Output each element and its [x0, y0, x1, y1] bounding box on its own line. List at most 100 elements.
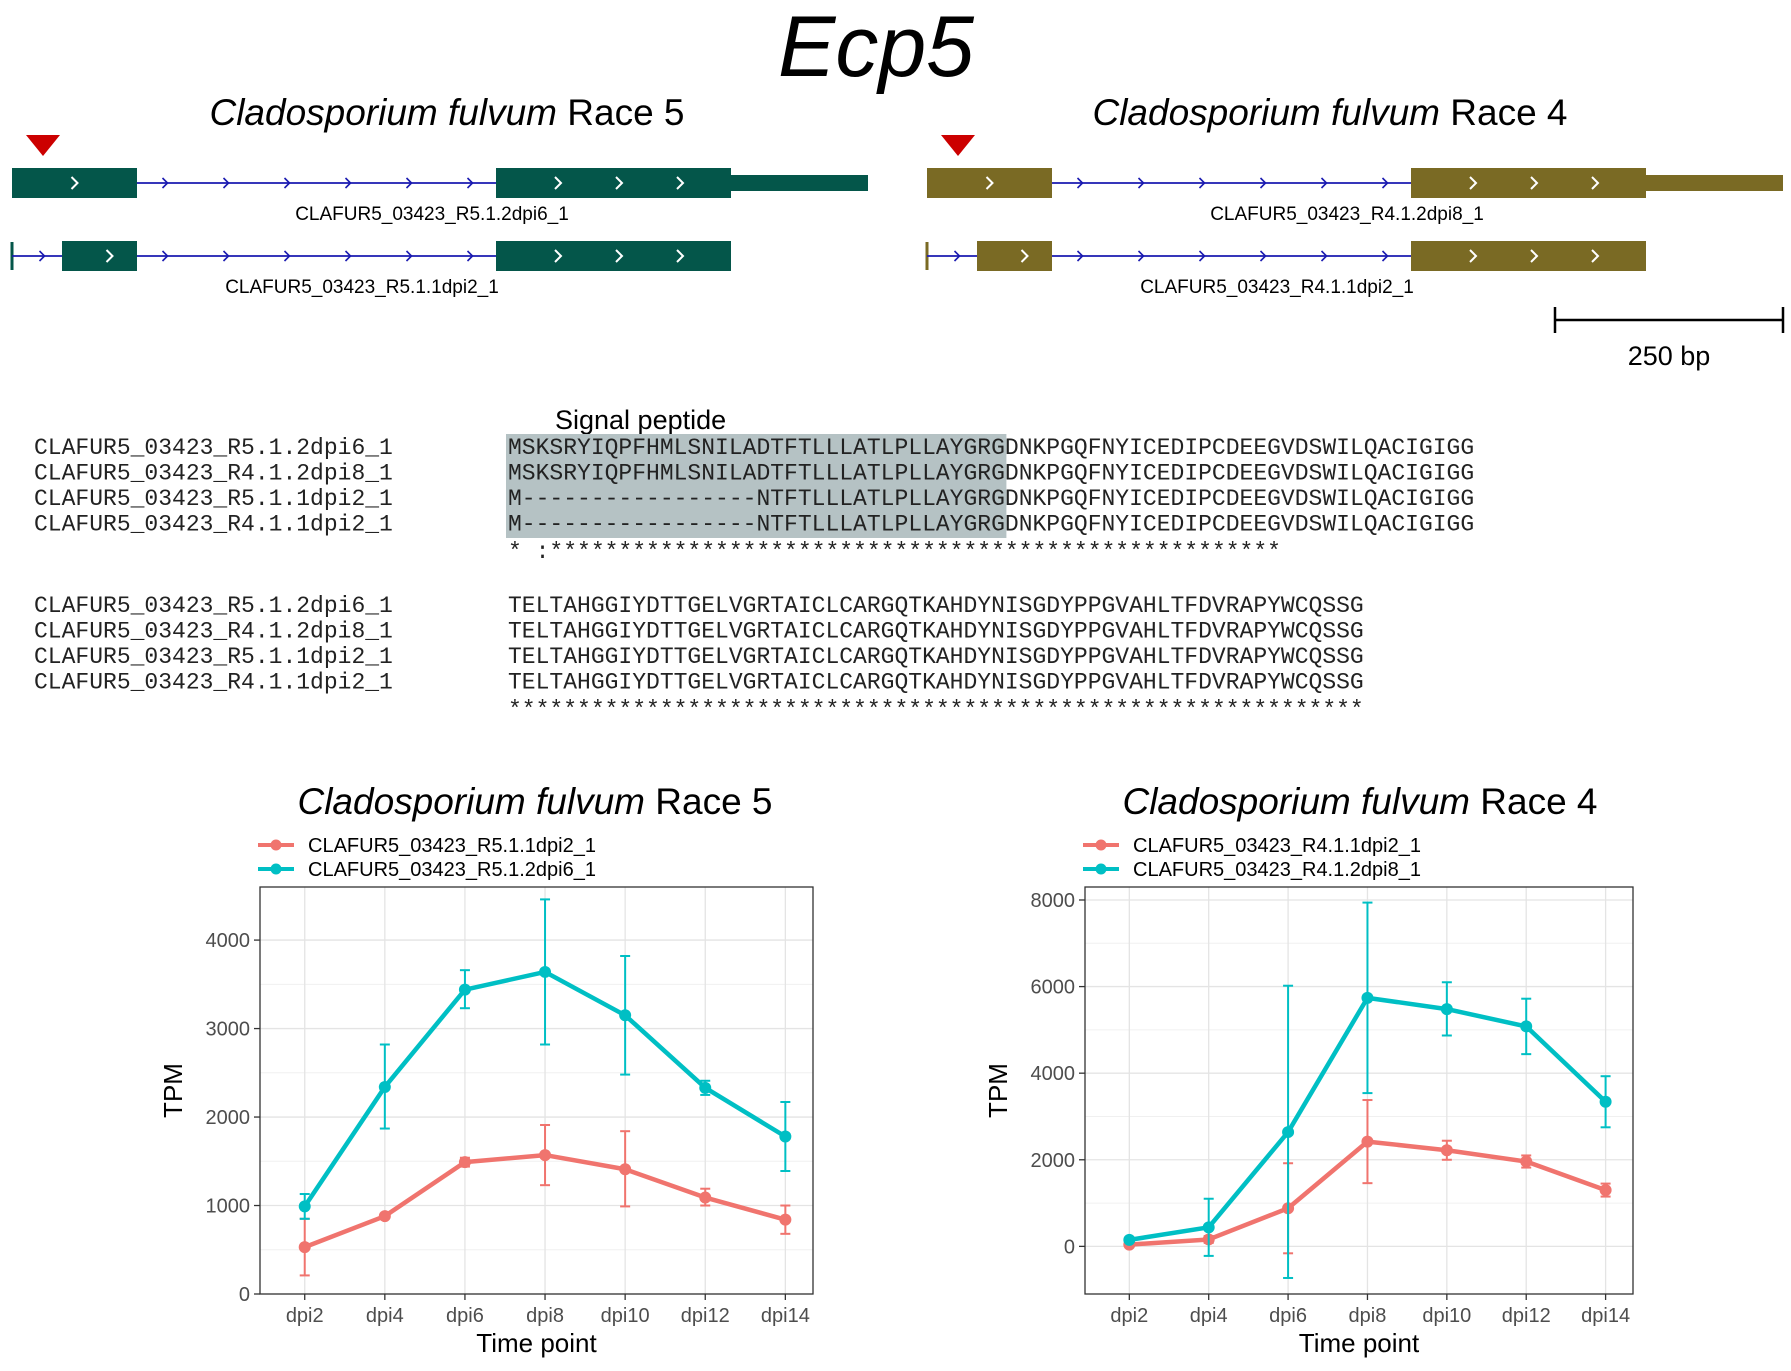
- data-point: [539, 965, 552, 978]
- direction-chevron-icon: [1076, 250, 1084, 262]
- signal-peptide-label: Signal peptide: [555, 405, 726, 435]
- y-tick-label: 8000: [1031, 890, 1076, 912]
- y-tick-label: 2000: [1031, 1150, 1076, 1172]
- scale-bar: 250 bp: [1553, 307, 1785, 371]
- chart-title-race: Race 4: [1470, 781, 1598, 822]
- x-tick-label: dpi4: [1190, 1305, 1228, 1327]
- alignment-seq-name: CLAFUR5_03423_R4.1.2dpi8_1: [34, 461, 393, 487]
- direction-chevron-icon: [1591, 249, 1600, 263]
- alignment-seq-name: CLAFUR5_03423_R5.1.1dpi2_1: [34, 486, 393, 512]
- y-tick-label: 2000: [206, 1107, 251, 1129]
- alignment-sequence: M-----------------NTFTLLLATLPLLAYGRGDNKP…: [508, 486, 1474, 512]
- direction-chevron-icon: [676, 176, 685, 190]
- alignment-sequence: MSKSRYIQPFHMLSNILADTFTLLLATLPLLAYGRGDNKP…: [508, 461, 1474, 487]
- direction-chevron-icon: [222, 250, 230, 262]
- alignment-sequence: MSKSRYIQPFHMLSNILADTFTLLLATLPLLAYGRGDNKP…: [508, 435, 1474, 461]
- alignment-sequence: TELTAHGGIYDTTGELVGRTAICLCARGQTKAHDYNISGD…: [508, 619, 1364, 645]
- plot-panel: [260, 887, 813, 1294]
- signal-peptide-highlight: [506, 434, 1007, 538]
- data-point: [1599, 1095, 1612, 1108]
- alignment-sequence: TELTAHGGIYDTTGELVGRTAICLCARGQTKAHDYNISGD…: [508, 644, 1364, 670]
- direction-chevron-icon: [676, 249, 685, 263]
- x-axis-label: Time point: [476, 1328, 597, 1358]
- alignment-seq-name: CLAFUR5_03423_R5.1.1dpi2_1: [34, 644, 393, 670]
- legend-label: CLAFUR5_03423_R4.1.2dpi8_1: [1133, 859, 1421, 881]
- legend-entry: CLAFUR5_03423_R5.1.2dpi6_1: [258, 859, 596, 881]
- chart-title-species: Cladosporium fulvum: [297, 781, 645, 822]
- exon-block: [1411, 168, 1646, 198]
- direction-chevron-icon: [405, 177, 413, 189]
- direction-chevron-icon: [1320, 177, 1328, 189]
- data-point: [699, 1191, 712, 1204]
- y-tick-label: 1000: [206, 1196, 251, 1218]
- direction-chevron-icon: [985, 176, 994, 190]
- y-tick-label: 0: [239, 1284, 250, 1306]
- x-tick-label: dpi6: [446, 1305, 484, 1327]
- mature-residues: TELTAHGGIYDTTGELVGRTAICLCARGQTKAHDYNISGD…: [508, 670, 1364, 696]
- y-axis-label: TPM: [158, 1063, 188, 1118]
- data-point: [298, 1241, 311, 1254]
- x-tick-label: dpi8: [526, 1305, 564, 1327]
- data-point: [1440, 1144, 1453, 1157]
- data-point: [1123, 1233, 1136, 1246]
- y-axis-label: TPM: [983, 1063, 1013, 1118]
- y-tick-label: 4000: [206, 930, 251, 952]
- legend-swatch-point: [1095, 839, 1107, 851]
- legend-swatch-point: [270, 839, 282, 851]
- direction-chevron-icon: [554, 249, 563, 263]
- alignment-consensus: ****************************************…: [508, 697, 1364, 723]
- gene-panel-title: Cladosporium fulvum Race 4: [1092, 92, 1567, 133]
- x-tick-label: dpi12: [1502, 1305, 1551, 1327]
- direction-chevron-icon: [1198, 177, 1206, 189]
- start-marker-icon: [941, 135, 975, 156]
- x-tick-label: dpi10: [601, 1305, 650, 1327]
- utr-block: [731, 175, 868, 191]
- x-tick-label: dpi2: [286, 1305, 324, 1327]
- signal-peptide-residues: MSKSRYIQPFHMLSNILADTFTLLLATLPLLAYG: [508, 435, 977, 461]
- direction-chevron-icon: [1469, 249, 1478, 263]
- direction-chevron-icon: [344, 177, 352, 189]
- direction-chevron-icon: [1320, 250, 1328, 262]
- direction-chevron-icon: [161, 250, 169, 262]
- transcript-label: CLAFUR5_03423_R4.1.2dpi8_1: [1210, 204, 1484, 225]
- direction-chevron-icon: [1381, 177, 1389, 189]
- exon-block: [927, 168, 1052, 198]
- series-1: [298, 1124, 792, 1277]
- alignment-sequence: M-----------------NTFTLLLATLPLLAYGRGDNKP…: [508, 512, 1474, 538]
- direction-chevron-icon: [1381, 250, 1389, 262]
- data-point: [1520, 1020, 1533, 1033]
- alignment-consensus: * :*************************************…: [508, 539, 1281, 565]
- utr-block: [1646, 175, 1783, 191]
- legend-label: CLAFUR5_03423_R4.1.1dpi2_1: [1133, 835, 1421, 857]
- alignment-seq-name: CLAFUR5_03423_R5.1.2dpi6_1: [34, 435, 393, 461]
- direction-chevron-icon: [283, 177, 291, 189]
- direction-chevron-icon: [222, 177, 230, 189]
- exon-block: [62, 241, 137, 271]
- signal-peptide-residues: M-----------------NTFTLLLATLPLLAYG: [508, 486, 977, 512]
- exon-block: [12, 168, 137, 198]
- exon-block: [496, 168, 731, 198]
- direction-chevron-icon: [554, 176, 563, 190]
- direction-chevron-icon: [38, 250, 46, 262]
- direction-chevron-icon: [466, 177, 474, 189]
- data-point: [1599, 1184, 1612, 1197]
- mature-residues: TELTAHGGIYDTTGELVGRTAICLCARGQTKAHDYNISGD…: [508, 644, 1364, 670]
- legend-entry: CLAFUR5_03423_R4.1.1dpi2_1: [1083, 835, 1421, 857]
- data-point: [1520, 1155, 1533, 1168]
- direction-chevron-icon: [1259, 177, 1267, 189]
- signal-peptide-residues: MSKSRYIQPFHMLSNILADTFTLLLATLPLLAYG: [508, 461, 977, 487]
- data-point: [699, 1081, 712, 1094]
- direction-chevron-icon: [344, 250, 352, 262]
- data-point: [378, 1080, 391, 1093]
- alignment-seq-name: CLAFUR5_03423_R4.1.1dpi2_1: [34, 670, 393, 696]
- exon-block: [977, 241, 1052, 271]
- data-point: [1440, 1003, 1453, 1016]
- tpm-chart-race5: Cladosporium fulvum Race 5 CLAFUR5_03423_…: [158, 781, 814, 1358]
- direction-chevron-icon: [1137, 177, 1145, 189]
- exon-block: [496, 241, 731, 271]
- direction-chevron-icon: [1259, 250, 1267, 262]
- legend-label: CLAFUR5_03423_R5.1.1dpi2_1: [308, 835, 596, 857]
- exon-block: [1411, 241, 1646, 271]
- direction-chevron-icon: [161, 177, 169, 189]
- chart-title-species: Cladosporium fulvum: [1122, 781, 1470, 822]
